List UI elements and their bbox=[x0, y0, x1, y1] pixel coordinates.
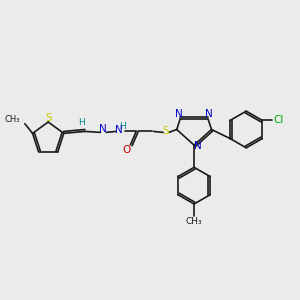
Text: N: N bbox=[100, 124, 107, 134]
Text: S: S bbox=[163, 126, 169, 136]
Text: H: H bbox=[119, 122, 126, 131]
Text: N: N bbox=[115, 125, 123, 136]
Text: Cl: Cl bbox=[273, 115, 284, 125]
Text: H: H bbox=[78, 118, 85, 127]
Text: CH₃: CH₃ bbox=[4, 115, 20, 124]
Text: O: O bbox=[122, 145, 131, 155]
Text: CH₃: CH₃ bbox=[186, 217, 202, 226]
Text: S: S bbox=[45, 113, 52, 123]
Text: N: N bbox=[175, 110, 183, 119]
Text: N: N bbox=[194, 141, 202, 151]
Text: N: N bbox=[205, 110, 213, 119]
